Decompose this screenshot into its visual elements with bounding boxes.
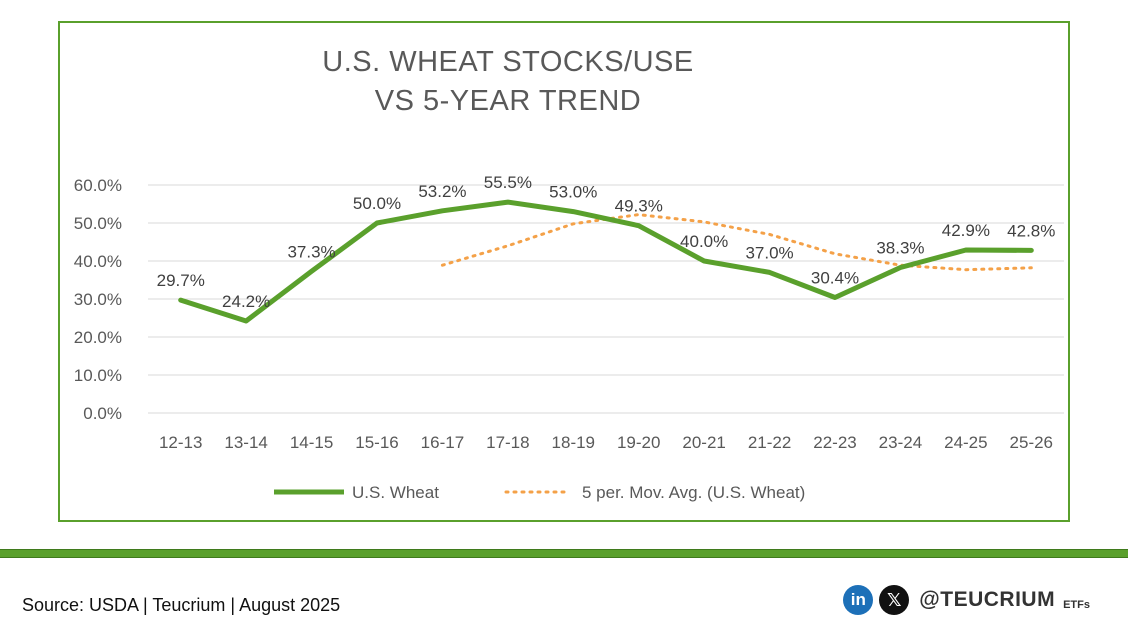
x-tick-label: 20-21: [682, 433, 725, 452]
data-label: 53.0%: [549, 183, 597, 202]
x-icon[interactable]: 𝕏: [879, 585, 910, 615]
x-tick-label: 24-25: [944, 433, 987, 452]
data-label: 37.0%: [745, 243, 793, 262]
series-line-us-wheat: [178, 199, 1034, 324]
y-tick-label: 20.0%: [74, 328, 122, 347]
y-tick-label: 10.0%: [74, 366, 122, 385]
brand-handle: @TEUCRIUM: [919, 588, 1056, 611]
data-label: 24.2%: [222, 292, 270, 311]
y-tick-label: 60.0%: [74, 176, 122, 195]
linkedin-icon[interactable]: in: [843, 585, 874, 615]
x-tick-label: 22-23: [813, 433, 856, 452]
data-label: 30.4%: [811, 268, 859, 287]
source-note: Source: USDA | Teucrium | August 2025: [22, 595, 341, 615]
x-tick-label: 21-22: [748, 433, 791, 452]
legend-label-moving-avg: 5 per. Mov. Avg. (U.S. Wheat): [582, 483, 805, 502]
legend-label-us-wheat: U.S. Wheat: [352, 483, 439, 502]
chart-frame: U.S. WHEAT STOCKS/USE VS 5-YEAR TREND 0.…: [58, 21, 1070, 522]
x-tick-label: 15-16: [355, 433, 398, 452]
y-tick-label: 50.0%: [74, 214, 122, 233]
data-label: 40.0%: [680, 232, 728, 251]
y-tick-label: 40.0%: [74, 252, 122, 271]
x-tick-label: 12-13: [159, 433, 202, 452]
brand-block: in 𝕏 @TEUCRIUM ETFs: [843, 585, 1090, 615]
data-label: 37.3%: [287, 242, 335, 261]
data-label: 55.5%: [484, 173, 532, 192]
data-label: 49.3%: [615, 197, 663, 216]
chart: U.S. WHEAT STOCKS/USE VS 5-YEAR TREND 0.…: [74, 46, 1064, 502]
data-label: 29.7%: [157, 271, 205, 290]
x-tick-label: 13-14: [224, 433, 267, 452]
x-tick-label: 19-20: [617, 433, 660, 452]
data-label: 38.3%: [876, 238, 924, 257]
data-label: 42.8%: [1007, 221, 1055, 240]
legend: U.S. Wheat 5 per. Mov. Avg. (U.S. Wheat): [274, 483, 805, 502]
series-line-moving-avg: [440, 213, 1033, 272]
x-tick-label: 14-15: [290, 433, 333, 452]
x-tick-label: 25-26: [1010, 433, 1053, 452]
brand-suffix: ETFs: [1063, 599, 1090, 611]
data-label: 50.0%: [353, 194, 401, 213]
x-tick-label: 16-17: [421, 433, 464, 452]
data-label: 53.2%: [418, 182, 466, 201]
footer-divider-bar: [0, 549, 1128, 558]
chart-title-line-2: VS 5-YEAR TREND: [375, 85, 641, 117]
x-tick-label: 17-18: [486, 433, 529, 452]
x-tick-label: 23-24: [879, 433, 922, 452]
y-tick-label: 0.0%: [83, 404, 122, 423]
chart-title-line-1: U.S. WHEAT STOCKS/USE: [322, 46, 693, 78]
x-tick-label: 18-19: [552, 433, 595, 452]
y-tick-label: 30.0%: [74, 290, 122, 309]
data-label: 42.9%: [942, 221, 990, 240]
